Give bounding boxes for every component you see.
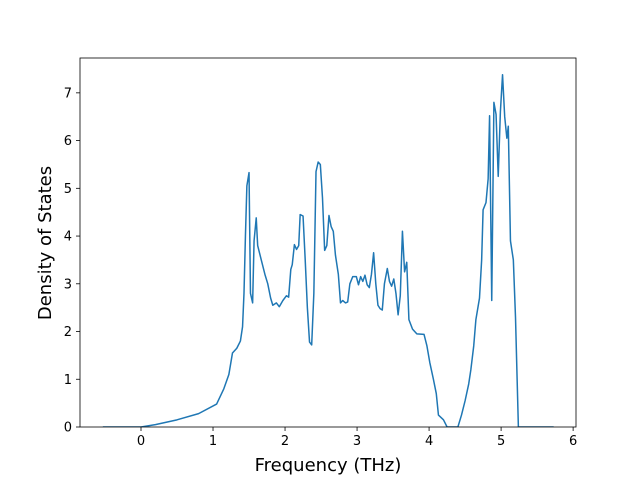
x-axis-label: Frequency (THz): [255, 455, 402, 476]
x-tick-label: 6: [569, 434, 577, 449]
y-tick-label: 1: [64, 373, 72, 388]
y-tick-label: 2: [64, 325, 72, 340]
y-tick-label: 4: [64, 230, 72, 245]
x-tick-label: 2: [281, 434, 289, 449]
y-tick-label: 7: [64, 86, 72, 101]
y-tick-label: 6: [64, 134, 72, 149]
plot-frame: [79, 57, 577, 428]
x-tick-label: 0: [137, 434, 145, 449]
x-tick-label: 4: [425, 434, 433, 449]
line: [102, 73, 554, 427]
y-tick-label: 3: [64, 277, 72, 292]
x-tick-label: 3: [353, 434, 361, 449]
y-axis-label: Density of States: [35, 166, 56, 320]
y-tick-label: 5: [64, 182, 72, 197]
x-tick-label: 5: [497, 434, 505, 449]
x-tick-label: 1: [209, 434, 217, 449]
y-tick-label: 0: [64, 421, 72, 436]
